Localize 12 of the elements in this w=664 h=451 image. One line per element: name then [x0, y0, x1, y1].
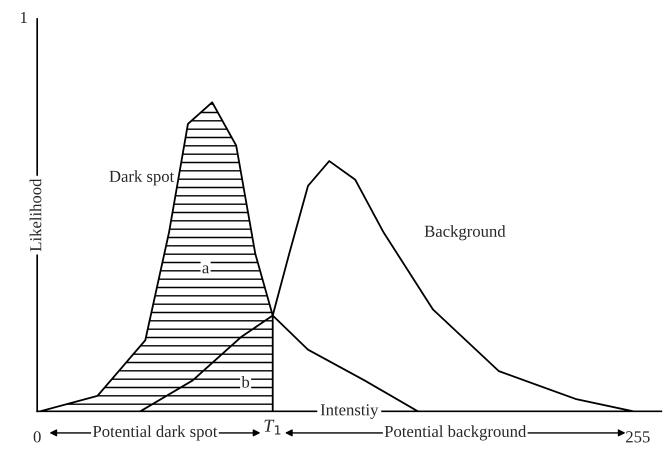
- text: Potential background: [384, 425, 526, 440]
- annotation: b: [241, 376, 250, 388]
- series-label: Background: [424, 225, 506, 240]
- text: Potential dark spot: [92, 425, 218, 440]
- ref-line-label: T$_{1}$: [264, 420, 280, 435]
- x-tick-label: 255: [626, 431, 650, 442]
- series-label: Dark spot: [109, 170, 174, 186]
- text: 1: [20, 12, 27, 23]
- y-axis-title: Likelihood: [30, 178, 42, 252]
- annotation: a: [202, 265, 210, 274]
- x-tick-label: 0: [34, 431, 41, 442]
- x-axis-title: Intenstiy: [320, 404, 378, 419]
